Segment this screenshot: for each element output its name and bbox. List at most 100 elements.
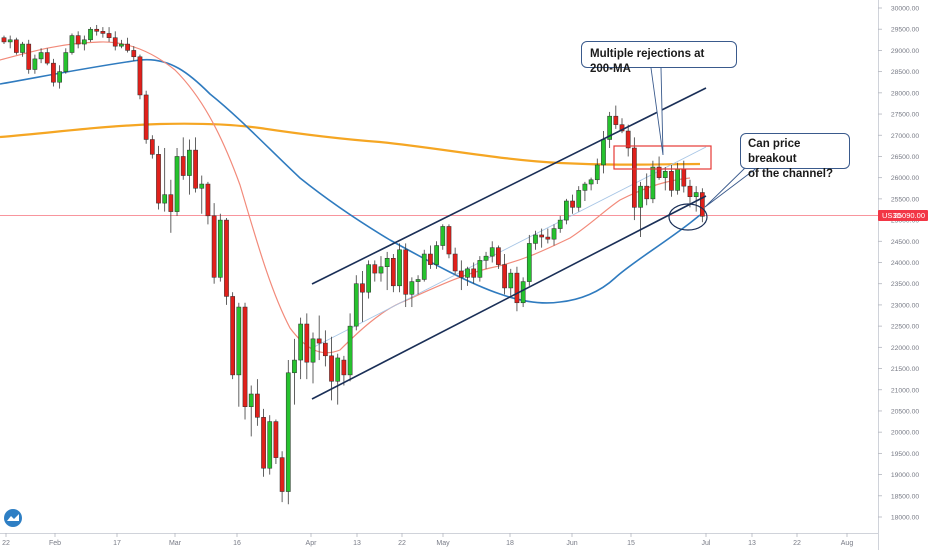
candle xyxy=(143,90,149,144)
candle-body xyxy=(644,185,650,200)
candle-body xyxy=(143,94,149,140)
candle xyxy=(594,158,600,185)
candle-body xyxy=(193,149,198,189)
candle xyxy=(285,360,291,505)
candle-body xyxy=(366,264,371,293)
ma-50-line xyxy=(0,58,701,304)
candle xyxy=(292,338,297,405)
candle-body xyxy=(520,281,526,304)
candle xyxy=(1,35,7,45)
candle-body xyxy=(452,253,458,272)
candle xyxy=(329,336,334,401)
candle xyxy=(81,35,87,51)
candle xyxy=(508,268,514,297)
candle-body xyxy=(477,260,483,278)
candle-body xyxy=(174,156,180,212)
candle-body xyxy=(434,245,439,265)
candle-body xyxy=(292,359,297,374)
y-tick-label: 18500.00 xyxy=(891,493,920,500)
callout-text-line1: Can price breakout xyxy=(748,138,801,165)
candle-body xyxy=(526,243,532,282)
breakout-circle xyxy=(668,203,708,231)
candle xyxy=(44,48,50,66)
candle-body xyxy=(44,52,50,64)
y-tick-label: 21500.00 xyxy=(891,366,920,373)
candle xyxy=(51,58,56,87)
candle xyxy=(273,419,279,464)
y-tick-label: 26000.00 xyxy=(891,175,920,182)
candle-body xyxy=(576,190,582,208)
candle-body xyxy=(638,185,643,208)
candle-body xyxy=(341,359,347,376)
candle-body xyxy=(63,52,69,72)
candle xyxy=(397,243,402,293)
y-tick-label: 21000.00 xyxy=(891,387,920,394)
x-tick-label: May xyxy=(436,540,450,547)
tradingview-logo[interactable] xyxy=(4,509,22,527)
last-price-value: 25090.00 xyxy=(893,211,925,220)
candle-body xyxy=(613,115,619,125)
candle xyxy=(193,137,198,193)
candle xyxy=(477,256,483,282)
candle-body xyxy=(285,372,291,492)
candle-body xyxy=(656,166,662,178)
candle-body xyxy=(669,171,674,191)
candle-body xyxy=(594,164,600,181)
candle xyxy=(588,177,594,191)
candle-body xyxy=(267,421,273,469)
candle xyxy=(112,31,118,51)
y-tick-label: 25000.00 xyxy=(891,218,920,225)
y-tick-label: 22000.00 xyxy=(891,345,920,352)
candle-body xyxy=(390,258,396,287)
candle xyxy=(564,198,569,225)
candle-body xyxy=(156,154,161,204)
candle-body xyxy=(26,43,32,70)
y-tick-label: 29500.00 xyxy=(891,27,920,34)
candle xyxy=(557,215,563,233)
candle xyxy=(526,234,532,286)
candle-body xyxy=(162,194,168,204)
x-tick-label: 13 xyxy=(748,540,756,547)
candle-body xyxy=(489,247,495,257)
candle-body xyxy=(94,28,100,32)
candle xyxy=(601,131,606,174)
candle xyxy=(613,105,619,129)
candle-body xyxy=(650,166,656,200)
candle xyxy=(533,230,538,250)
candle xyxy=(483,251,489,269)
candle xyxy=(341,355,347,386)
candle-body xyxy=(378,266,384,274)
x-tick-label: 17 xyxy=(113,540,121,547)
candle-body xyxy=(465,268,470,278)
candle xyxy=(75,31,81,49)
candle xyxy=(669,164,674,197)
candle-body xyxy=(415,279,421,282)
candle-body xyxy=(211,215,217,278)
callout1-pointer xyxy=(650,67,664,156)
candle-body xyxy=(675,168,680,191)
candle-body xyxy=(662,171,668,178)
candle xyxy=(156,145,161,210)
candle-body xyxy=(273,421,279,458)
y-tick-label: 19000.00 xyxy=(891,472,920,479)
candle-body xyxy=(607,115,612,140)
candle-body xyxy=(582,183,588,191)
moving-averages xyxy=(0,41,707,354)
candle-body xyxy=(14,39,19,53)
candle xyxy=(63,48,69,74)
candle xyxy=(520,277,526,308)
candle xyxy=(168,179,174,233)
candle xyxy=(378,256,384,282)
candle-body xyxy=(335,357,341,382)
candle xyxy=(14,37,19,55)
callout-text: Multiple rejections at 200-MA xyxy=(590,48,705,75)
y-tick-label: 30000.00 xyxy=(891,6,920,13)
candle xyxy=(502,254,507,295)
candle-body xyxy=(236,306,242,376)
candle-body xyxy=(545,236,551,240)
candle xyxy=(675,162,680,195)
candle xyxy=(69,33,75,55)
candle xyxy=(20,41,25,57)
candle xyxy=(125,37,130,53)
